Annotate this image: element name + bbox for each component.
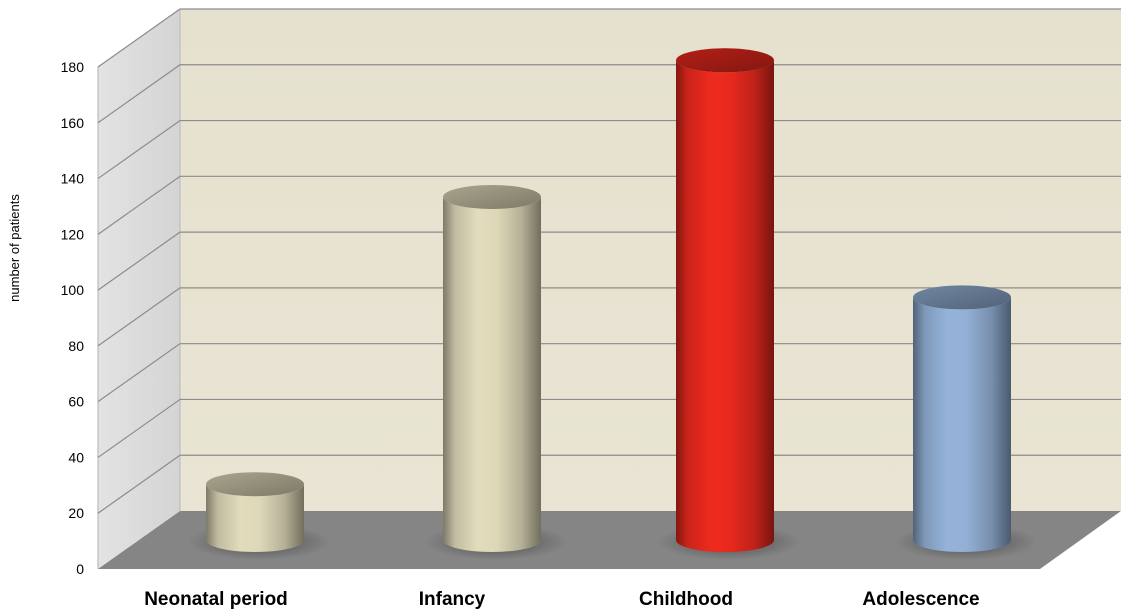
bar-shading [676,60,774,553]
chart-walls [97,9,1121,569]
gridline [97,8,1121,68]
gridline [97,175,1121,235]
x-axis-labels: Neonatal period Infancy Childhood Adolescen… [144,589,979,610]
y-axis-ticks: 0 20 40 60 80 100 120 140 160 180 [61,59,85,577]
gridline [97,287,1121,347]
bar-top-shade [913,285,1011,310]
gridline [97,454,1121,514]
bar-adolescence [913,285,1011,552]
side-wall [98,9,180,569]
bar-top-shade [206,472,304,497]
bar-shading [206,484,304,552]
bar-shading [443,196,541,552]
x-tick-label: Neonatal period [144,589,288,610]
gridline [97,119,1121,180]
y-tick-label: 140 [61,171,85,187]
y-tick-label: 120 [61,226,85,242]
bar-top-shade [676,48,774,73]
x-tick-label: Infancy [419,589,486,610]
bar-top-shade [443,184,541,209]
y-tick-label: 40 [68,449,84,465]
gridlines [97,8,1121,514]
floor [98,511,1121,569]
bar-neonatal-period [206,472,304,552]
y-tick-label: 100 [61,282,85,298]
x-tick-label: Childhood [639,589,733,610]
gridline [97,64,1121,124]
bars [206,48,1011,553]
y-tick-label: 80 [68,338,84,354]
y-tick-label: 20 [68,505,84,521]
y-axis-label: number of patients [7,194,22,302]
x-tick-label: Adolescence [862,589,979,610]
y-tick-label: 160 [61,115,85,131]
gridline [97,231,1121,291]
bar-childhood [676,48,774,553]
bar-infancy [443,184,541,552]
gridline [97,343,1121,403]
bar-shading [913,297,1011,552]
y-tick-label: 0 [76,561,84,577]
y-tick-label: 180 [61,59,85,75]
y-tick-label: 60 [68,394,84,410]
gridline [97,398,1121,458]
